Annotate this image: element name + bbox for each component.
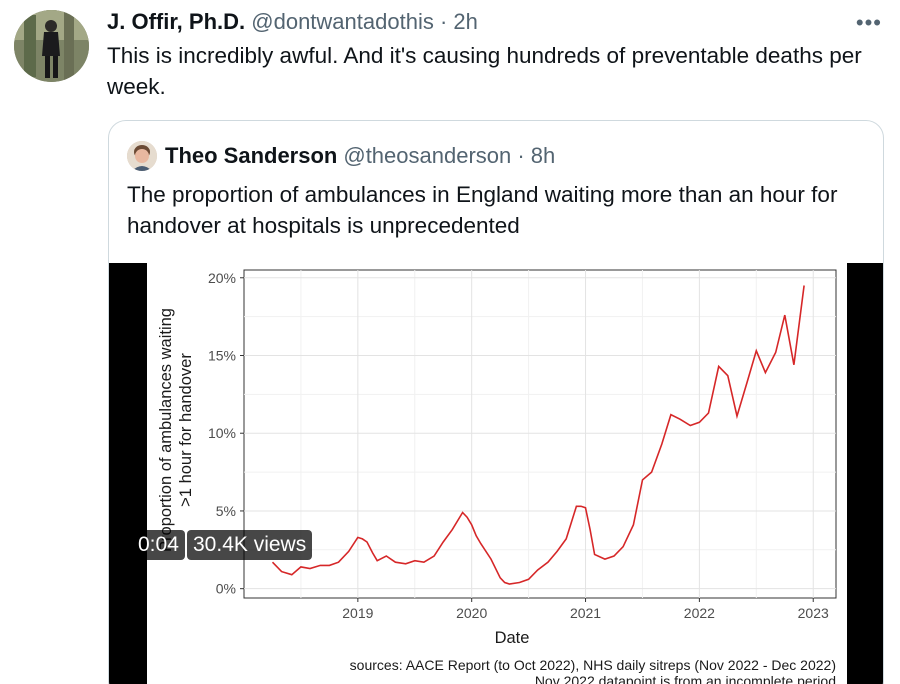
y-tick-label: 15% <box>208 347 236 363</box>
quoted-tweet-text: The proportion of ambulances in England … <box>127 182 838 238</box>
y-tick-label: 0% <box>216 581 236 597</box>
y-tick-label: 20% <box>208 270 236 286</box>
author-avatar[interactable] <box>14 10 89 82</box>
author-handle-time[interactable]: @dontwantadothis · 2h <box>251 9 478 34</box>
more-horizontal-icon[interactable]: ••• <box>855 10 882 35</box>
video-letterbox-right <box>847 263 883 684</box>
tweet-text: This is incredibly awful. And it's causi… <box>107 43 862 99</box>
tweet-author[interactable]: J. Offir, Ph.D. @dontwantadothis · 2h <box>107 8 478 36</box>
series-line <box>271 285 805 585</box>
y-tick-label: 10% <box>208 425 236 441</box>
author-name[interactable]: J. Offir, Ph.D. <box>107 9 246 34</box>
plot-panel <box>243 269 837 599</box>
x-axis-label: Date <box>495 629 530 647</box>
quoted-author-name[interactable]: Theo Sanderson <box>165 143 338 168</box>
y-axis-label-line2: >1 hour for handover <box>177 353 195 507</box>
chart-caption-line2: Nov 2022 datapoint is from an incomplete… <box>535 673 836 684</box>
chart-caption-line1: sources: AACE Report (to Oct 2022), NHS … <box>350 657 836 673</box>
y-axis-label-line1: Proportion of ambulances waiting <box>157 308 175 552</box>
quoted-author-handle-time[interactable]: @theosanderson · 8h <box>343 143 556 168</box>
quoted-tweet-header[interactable]: Theo Sanderson @theosanderson · 8h <box>127 141 555 171</box>
x-tick-label: 2020 <box>456 605 487 621</box>
quoted-tweet-card[interactable]: Theo Sanderson @theosanderson · 8h The p… <box>108 120 884 684</box>
y-tick-label: 5% <box>216 503 236 519</box>
quoted-author-avatar[interactable] <box>127 141 157 171</box>
x-tick-label: 2023 <box>798 605 829 621</box>
x-tick-label: 2022 <box>684 605 715 621</box>
x-tick-label: 2021 <box>570 605 601 621</box>
video-views-badge: 30.4K views <box>187 530 313 560</box>
x-tick-label: 2019 <box>342 605 373 621</box>
video-time-badge: 0:04 <box>132 530 185 560</box>
video-letterbox-left <box>109 263 147 684</box>
chart: 0% 5% 10% 15% 20% 2019 2020 2021 2022 2023 Propo… <box>157 269 837 684</box>
video-player[interactable]: 0% 5% 10% 15% 20% 2019 2020 2021 2022 2023 Propo… <box>109 263 883 684</box>
